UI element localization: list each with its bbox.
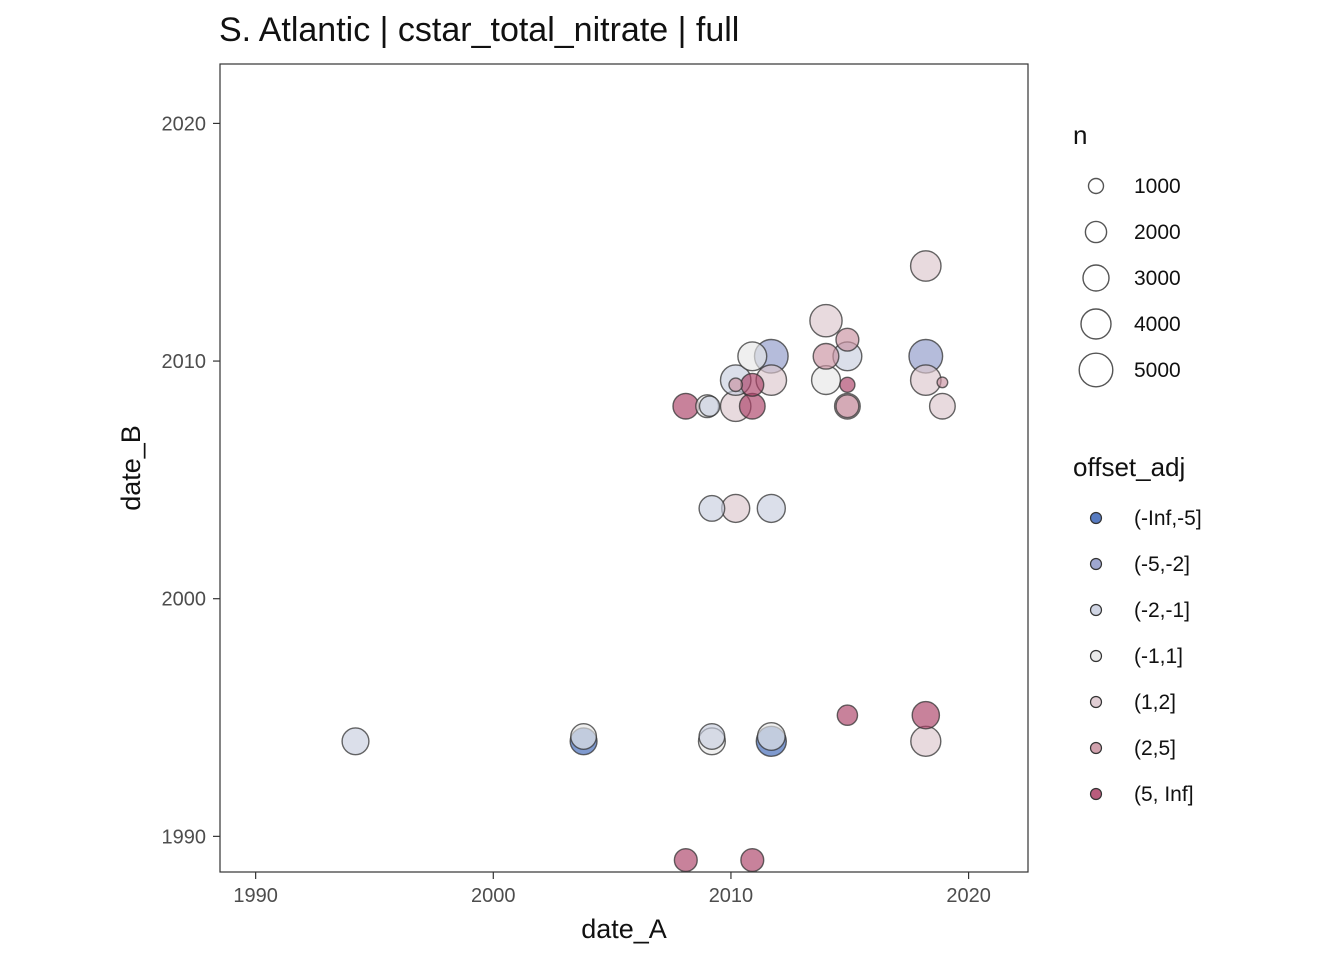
data-point [936,376,949,389]
data-point [698,494,726,522]
data-point [737,341,768,372]
color-legend-key [1089,511,1103,525]
size-legend-key [1082,264,1110,292]
color-legend-label: (1,2] [1134,691,1176,714]
x-tick-label: 2010 [709,885,754,907]
color-legend-label: (-5,-2] [1134,553,1190,576]
data-point [738,392,766,420]
x-tick-label: 2020 [946,885,991,907]
color-legend-items: (-Inf,-5] (-5,-2] (-2,-1] (-1,1] (1,2] (2,5] (… [1089,507,1202,806]
size-legend-label: 3000 [1134,267,1181,290]
y-axis-label: date_B [116,425,146,511]
points-layer [341,250,956,873]
color-legend-label: (5, Inf] [1134,783,1194,806]
size-legend-key [1084,220,1108,244]
data-point [909,250,942,282]
size-legend-label: 1000 [1134,175,1181,198]
size-legend-items: 1000 2000 3000 4000 5000 [1078,175,1181,388]
size-legend-key [1080,308,1112,340]
color-legend-key [1089,787,1103,801]
data-point [928,392,956,420]
y-tick-label: 2020 [162,113,207,135]
size-legend: n 1000 2000 3000 4000 5000 [1073,120,1181,388]
size-legend-label: 2000 [1134,221,1181,244]
plot-area [219,63,1029,873]
y-tick-label: 2010 [162,351,207,373]
data-point [698,395,721,418]
color-legend-label: (-1,1] [1134,645,1183,668]
data-point [812,342,840,370]
size-legend-title: n [1073,120,1087,150]
data-point [756,722,786,752]
chart-title: S. Atlantic | cstar_total_nitrate | full [219,11,739,49]
data-point [809,303,843,338]
data-point [835,327,860,352]
data-point [673,847,698,873]
data-point [810,365,842,396]
color-legend-label: (-Inf,-5] [1134,507,1202,530]
data-point [721,493,751,524]
x-axis: 1990 2000 2010 2020 [233,872,991,907]
data-point [728,377,744,393]
size-legend-label: 5000 [1134,359,1181,382]
data-point [740,372,765,397]
data-point [672,392,700,420]
data-point [756,493,786,524]
data-point [740,847,765,873]
data-point [835,394,860,419]
data-point [909,364,942,396]
size-legend-label: 4000 [1134,313,1181,336]
data-point [341,727,370,756]
color-legend-label: (-2,-1] [1134,599,1190,622]
plot-background [220,64,1028,872]
y-tick-label: 2000 [162,589,207,611]
color-legend: offset_adj (-Inf,-5] (-5,-2] (-2,-1] (-1,1]… [1073,452,1202,806]
plot-border [219,63,1029,873]
data-point [911,700,941,730]
y-axis: 1990 2000 2010 2020 [162,113,220,848]
data-point [570,723,598,751]
x-tick-label: 2000 [471,885,516,907]
data-point [698,723,726,751]
data-point [839,376,856,393]
color-legend-key [1089,649,1103,663]
color-legend-key [1089,741,1103,755]
x-tick-label: 1990 [233,885,278,907]
color-legend-title: offset_adj [1073,452,1185,482]
color-legend-key [1089,603,1103,617]
size-legend-key [1087,177,1105,195]
color-legend-label: (2,5] [1134,737,1176,760]
size-legend-key [1078,352,1114,388]
data-point [910,725,942,757]
color-legend-key [1089,695,1103,709]
data-point [836,704,859,727]
y-tick-label: 1990 [162,826,207,848]
color-legend-key [1089,557,1103,571]
x-axis-label: date_A [581,914,667,944]
